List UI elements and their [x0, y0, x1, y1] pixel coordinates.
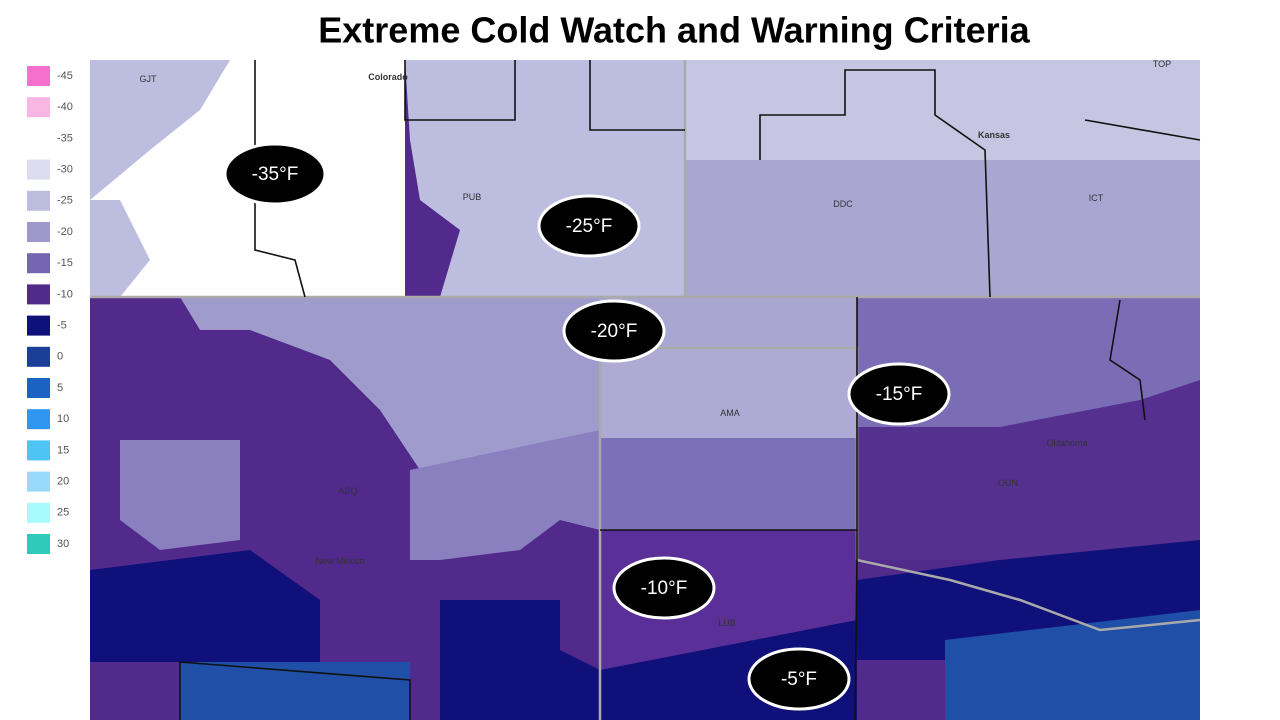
- map-label: ICT: [1089, 193, 1104, 203]
- legend-swatch: [27, 128, 50, 149]
- legend-label: -40: [57, 101, 73, 113]
- legend-swatch: [27, 471, 50, 492]
- map-label: Kansas: [978, 130, 1010, 140]
- map-label: AMA: [720, 408, 740, 418]
- legend-label: -15: [57, 257, 73, 269]
- map-label: New Mexico: [315, 556, 364, 566]
- zone-label: -15°F: [876, 384, 923, 405]
- title: Extreme Cold Watch and Warning Criteria: [318, 10, 1030, 51]
- map-label: PUB: [463, 192, 482, 202]
- legend-label: 10: [57, 413, 69, 425]
- legend-swatch: [27, 346, 50, 367]
- map-label: GJT: [140, 74, 158, 84]
- legend-label: 5: [57, 382, 63, 394]
- map-label: LUB: [718, 618, 736, 628]
- legend-label: 20: [57, 476, 69, 488]
- legend-swatch: [27, 502, 50, 523]
- legend-label: 15: [57, 444, 69, 456]
- legend: -45 -40 -35 -30 -25 -20 -15 -10 -5 0 5 10 15 20 25 30: [27, 66, 73, 554]
- badge: [562, 299, 666, 363]
- map-label: ABQ: [338, 486, 357, 496]
- legend-label: 30: [57, 538, 69, 550]
- legend-swatch: [27, 315, 50, 336]
- legend-swatch: [27, 284, 50, 305]
- legend-label: -35: [57, 132, 73, 144]
- legend-swatch: [27, 190, 50, 211]
- legend-label: -5: [57, 320, 67, 332]
- map: [90, 60, 1201, 720]
- map-label: Oklahoma: [1046, 438, 1087, 448]
- legend-swatch: [27, 222, 50, 242]
- badge: [537, 194, 641, 258]
- legend-swatch: [27, 253, 50, 274]
- zone-label: -5°F: [781, 669, 817, 690]
- legend-swatch: [27, 409, 50, 430]
- legend-label: -30: [57, 164, 73, 176]
- legend-label: 0: [57, 351, 63, 363]
- map-label: TOP: [1153, 59, 1171, 69]
- zone-label: -20°F: [591, 321, 638, 342]
- badge: [223, 142, 327, 206]
- badge: [847, 362, 951, 426]
- zone-label: -35°F: [252, 164, 299, 185]
- legend-label: -10: [57, 288, 73, 300]
- legend-label: 25: [57, 507, 69, 519]
- map-label: OUN: [998, 478, 1018, 488]
- legend-label: -25: [57, 195, 73, 207]
- zone-label: -10°F: [641, 578, 688, 599]
- badge: [747, 647, 851, 711]
- map-label: Colorado: [368, 72, 408, 82]
- zone-badges: -35°F -25°F -20°F -15°F -10°F -5°F: [223, 142, 951, 711]
- legend-swatch: [27, 378, 50, 398]
- badge: [612, 556, 716, 620]
- legend-label: -20: [57, 226, 73, 238]
- legend-label: -45: [57, 70, 73, 82]
- legend-swatch: [27, 159, 50, 180]
- legend-swatch: [27, 66, 50, 86]
- legend-swatch: [27, 97, 50, 118]
- legend-swatch: [27, 440, 50, 461]
- map-label: DDC: [833, 199, 853, 209]
- map-labels: GJT Colorado TOP Kansas PUB DDC ICT AMA …: [140, 59, 1172, 628]
- zone-label: -25°F: [566, 216, 613, 237]
- legend-swatch: [27, 534, 50, 554]
